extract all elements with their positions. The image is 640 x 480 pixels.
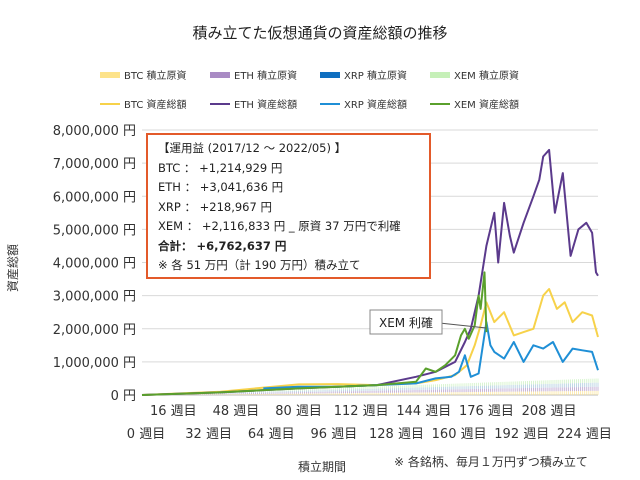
x-tick-label: 208 週目 <box>522 404 577 419</box>
legend-swatch-bar <box>320 71 340 78</box>
x-tick-label: 160 週目 <box>432 427 487 442</box>
legend-label: XRP 積立原資 <box>344 71 408 82</box>
legend-swatch-line <box>210 102 230 105</box>
x-tick-label: 176 週目 <box>459 404 514 419</box>
legend-label: XEM 積立原資 <box>454 71 519 82</box>
summary-heading: 【運用益 (2017/12 ～ 2022/05) 】 <box>158 141 347 155</box>
legend-item: ETH 資産総額 <box>210 96 297 111</box>
x-tick-label: 224 週目 <box>557 427 612 442</box>
y-tick-label: 1,000,000 円 <box>53 356 136 371</box>
legend-label: XEM 資産総額 <box>454 100 519 111</box>
legend-label: BTC 資産総額 <box>124 100 187 111</box>
legend-swatch-bar <box>210 71 230 78</box>
x-tick-label: 192 週目 <box>494 427 549 442</box>
chart-title: 積み立てた仮想通貨の資産総額の推移 <box>192 24 448 42</box>
legend-label: ETH 資産総額 <box>234 100 298 111</box>
y-axis-label: 資産総額 <box>6 243 20 292</box>
y-tick-label: 4,000,000 円 <box>53 257 136 272</box>
legend-item: XRP 資産総額 <box>320 96 407 111</box>
annotation-label: XEM 利確 <box>379 315 433 330</box>
annotation-box <box>369 309 443 335</box>
x-tick-label: 128 週目 <box>369 427 424 442</box>
y-tick-label: 2,000,000 円 <box>53 323 136 338</box>
x-tick-label: 144 週目 <box>396 404 451 419</box>
legend-item: BTC 積立原資 <box>100 67 187 82</box>
summary-btc: BTC ： +1,214,929 円 <box>158 160 283 175</box>
legend-swatch-line <box>320 102 340 105</box>
y-tick-label: 0 円 <box>111 389 136 404</box>
xrp-series-line <box>263 321 599 390</box>
legend-swatch-line <box>430 102 450 105</box>
x-tick-label: 48 週目 <box>213 404 260 419</box>
legend-label: XRP 資産総額 <box>344 100 408 111</box>
x-axis-label: 積立期間 <box>298 460 347 474</box>
eth-series-line <box>141 148 599 396</box>
x-tick-label: 80 週目 <box>275 404 322 419</box>
x-tick-label: 16 週目 <box>150 404 197 419</box>
summary-xrp: XRP ： +218,967 円 <box>158 199 272 214</box>
summary-eth: ETH ： +3,041,636 円 <box>158 180 284 194</box>
y-tick-label: 8,000,000 円 <box>53 124 136 139</box>
x-tick-label: 0 週目 <box>127 427 165 442</box>
legend-label: BTC 積立原資 <box>124 71 187 82</box>
x-tick-label: 32 週目 <box>185 427 232 442</box>
xem-series-line <box>141 271 488 396</box>
legend-swatch-bar <box>430 71 450 78</box>
legend-item: ETH 積立原資 <box>210 67 297 82</box>
legend-item: XEM 積立原資 <box>430 67 519 82</box>
legend-swatch-bar <box>100 71 120 78</box>
summary-footnote: ※ 各 51 万円（計 190 万円）積み立て <box>158 258 361 272</box>
y-tick-label: 7,000,000 円 <box>53 157 136 172</box>
x-tick-label: 96 週目 <box>311 427 358 442</box>
legend-swatch-line <box>100 102 120 105</box>
y-tick-label: 3,000,000 円 <box>53 290 136 305</box>
btc-series-line <box>141 288 599 396</box>
summary-box: 【運用益 (2017/12 ～ 2022/05) 】 BTC ： +1,214,… <box>146 133 431 279</box>
legend-item: XEM 資産総額 <box>430 96 519 111</box>
summary-total: 合計： +6,762,637 円 <box>158 238 287 253</box>
x-tick-label: 64 週目 <box>248 427 295 442</box>
legend-label: ETH 積立原資 <box>234 71 298 82</box>
y-tick-label: 5,000,000 円 <box>53 223 136 238</box>
x-tick-label: 112 週目 <box>334 404 389 419</box>
y-tick-label: 6,000,000 円 <box>53 190 136 205</box>
chart-note: ※ 各銘柄、毎月１万円ずつ積み立て <box>394 455 588 469</box>
summary-xem: XEM ： +2,116,833 円 _ 原資 37 万円で利確 <box>158 219 401 233</box>
legend-item: BTC 資産総額 <box>100 96 187 111</box>
legend-item: XRP 積立原資 <box>320 67 407 82</box>
